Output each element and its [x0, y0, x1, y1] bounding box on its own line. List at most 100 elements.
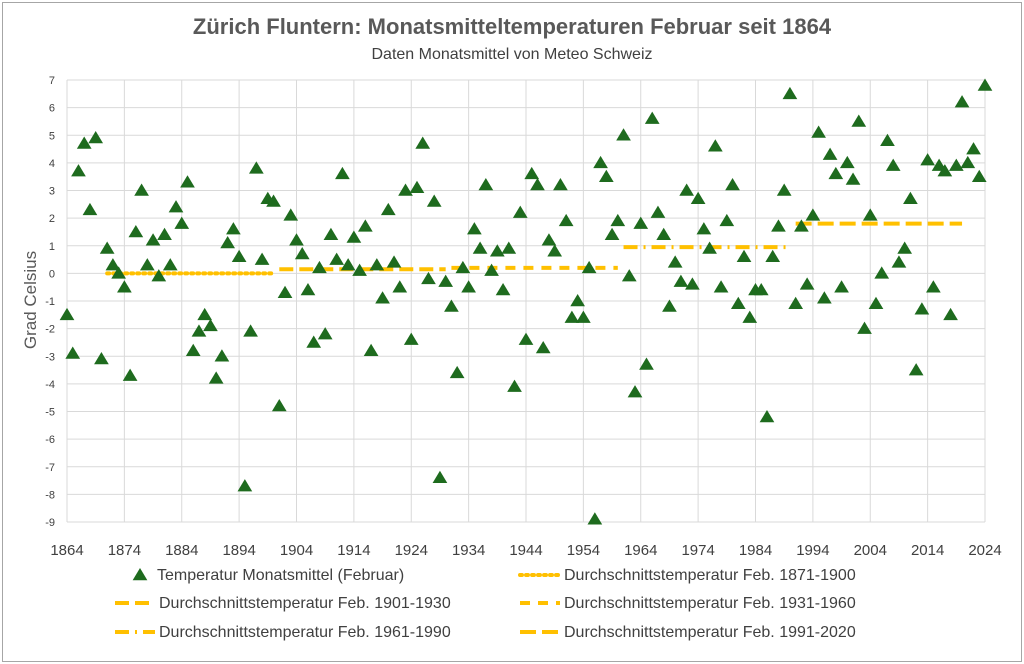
data-point [65, 346, 81, 359]
data-point [926, 280, 941, 293]
grid-lines [66, 79, 986, 523]
data-point [771, 219, 786, 232]
data-point [157, 227, 172, 240]
data-point [621, 269, 637, 282]
legend-marker-triangle [132, 568, 148, 581]
legend: Temperatur Monatsmittel (Februar) Durchsc… [115, 567, 856, 641]
data-point [162, 258, 178, 271]
data-point [644, 111, 660, 124]
y-tick-label: -6 [45, 434, 55, 446]
data-point [409, 180, 425, 193]
data-point [828, 166, 844, 180]
data-point [650, 205, 666, 218]
y-tick-label: 5 [49, 130, 55, 142]
data-point [811, 125, 826, 138]
x-tick-label: 1984 [739, 542, 772, 559]
data-point [633, 216, 649, 229]
data-point [197, 307, 213, 321]
data-point [484, 263, 499, 276]
data-point [707, 139, 723, 152]
data-point [151, 269, 167, 282]
data-point [690, 191, 706, 205]
data-point [105, 258, 121, 271]
data-point [530, 177, 545, 191]
data-point [254, 252, 270, 265]
y-tick-label: -7 [45, 462, 55, 474]
data-point [478, 177, 494, 191]
data-point [271, 398, 287, 412]
data-point [346, 230, 362, 243]
data-point [71, 164, 86, 177]
data-point [294, 247, 310, 260]
data-point [111, 266, 126, 279]
data-point [335, 166, 350, 180]
y-tick-label: -4 [45, 379, 55, 391]
data-point [432, 470, 448, 484]
y-tick-label: 7 [49, 75, 55, 87]
data-point [518, 332, 534, 345]
data-point [587, 512, 603, 525]
data-point [128, 224, 144, 238]
x-tick-label: 1894 [222, 542, 255, 559]
data-point [725, 177, 740, 191]
x-tick-label: 1914 [337, 542, 370, 559]
data-point [696, 222, 712, 235]
data-point [547, 244, 563, 257]
data-point [289, 233, 304, 246]
data-point [558, 213, 574, 227]
data-point [730, 296, 746, 310]
legend-label: Durchschnittstemperatur Feb. 1871-1900 [564, 567, 856, 584]
y-tick-label: -3 [45, 351, 55, 363]
data-point [920, 153, 935, 166]
data-point [117, 280, 132, 293]
data-point [76, 136, 92, 149]
data-point [948, 158, 964, 171]
data-point [535, 340, 551, 354]
data-points [59, 78, 993, 525]
x-tick-label: 2004 [854, 542, 887, 559]
data-point [168, 200, 184, 213]
data-point [788, 296, 804, 310]
data-point [392, 280, 408, 293]
data-point [329, 252, 345, 265]
data-point [203, 318, 218, 332]
data-point [880, 133, 895, 147]
data-point [248, 161, 264, 174]
data-point [467, 222, 482, 235]
data-point [817, 291, 832, 304]
data-point [340, 258, 356, 271]
data-point [283, 208, 299, 221]
data-point [799, 277, 815, 290]
data-point [495, 282, 511, 296]
data-point [541, 233, 557, 246]
data-point [903, 191, 918, 205]
data-point [323, 227, 339, 240]
data-point [914, 302, 930, 315]
data-point [553, 177, 568, 191]
data-point [685, 277, 700, 290]
data-point [776, 183, 792, 196]
x-tick-label: 1954 [567, 542, 600, 559]
data-point [82, 202, 98, 216]
data-point [438, 274, 454, 287]
data-point [139, 258, 155, 271]
y-tick-label: 3 [49, 186, 55, 198]
data-point [415, 136, 431, 149]
data-point [237, 479, 253, 492]
y-tick-label: -8 [45, 489, 55, 501]
y-tick-label: 4 [49, 158, 55, 170]
data-point [231, 249, 247, 263]
data-point [185, 343, 201, 356]
y-tick-label: 1 [49, 241, 55, 253]
data-point [845, 172, 861, 185]
data-point [885, 158, 901, 171]
data-point [719, 213, 735, 227]
x-tick-label: 1944 [509, 542, 542, 559]
data-point [369, 258, 385, 271]
y-tick-label: 2 [49, 213, 55, 225]
data-point [868, 296, 884, 310]
data-point [386, 255, 402, 268]
x-tick-label: 1884 [165, 542, 198, 559]
